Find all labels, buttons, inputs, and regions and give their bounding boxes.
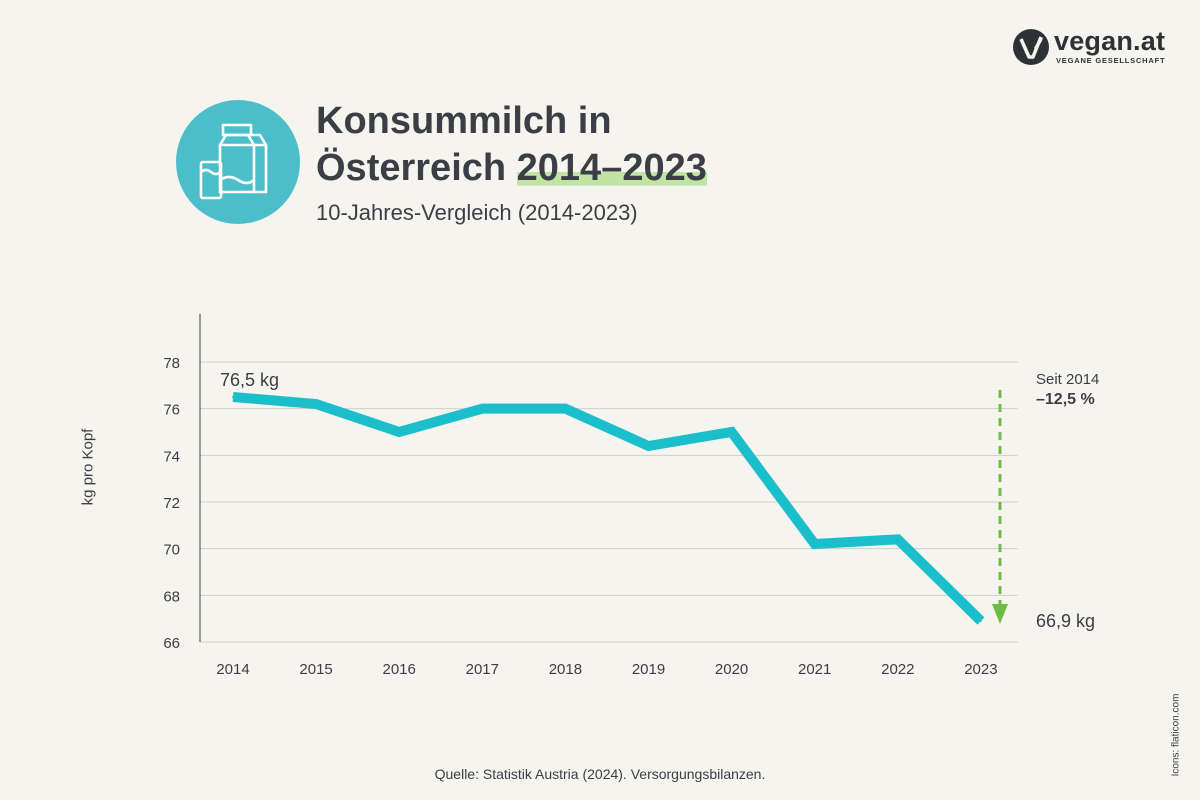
y-tick-label: 66 — [163, 635, 180, 652]
data-point — [730, 431, 733, 433]
end-value-label: 66,9 kg — [1036, 611, 1095, 631]
data-point — [564, 407, 567, 410]
x-tick-label: 2020 — [715, 661, 748, 678]
decline-arrow-icon — [992, 390, 1008, 624]
y-tick-label: 72 — [163, 495, 180, 512]
x-tick-label: 2014 — [216, 661, 249, 678]
x-tick-label: 2015 — [299, 661, 332, 678]
page-title: Konsummilch in Österreich 2014–2023 — [316, 98, 707, 192]
y-tick-label: 68 — [163, 588, 180, 605]
brand-logo: vegan.at VEGANE GESELLSCHAFT — [1012, 26, 1182, 72]
x-tick-label: 2017 — [466, 661, 499, 678]
title-line-1: Konsummilch in — [316, 100, 612, 142]
x-tick-label: 2016 — [383, 661, 416, 678]
data-point — [647, 445, 650, 447]
page-subtitle: 10-Jahres-Vergleich (2014-2023) — [316, 200, 638, 225]
x-tick-label: 2023 — [964, 661, 997, 678]
x-tick-label: 2019 — [632, 661, 665, 678]
brand-tagline: VEGANE GESELLSCHAFT — [1056, 56, 1166, 65]
y-tick-label: 76 — [163, 402, 180, 419]
y-tick-label: 70 — [163, 542, 180, 559]
series-line — [232, 392, 985, 625]
data-point — [813, 543, 816, 545]
icon-credit: Icons: flaticon.com — [1170, 693, 1182, 777]
data-point — [232, 396, 234, 398]
milk-carton-glass-icon — [176, 100, 300, 224]
y-tick-label: 74 — [163, 448, 180, 465]
data-point — [315, 403, 318, 405]
title-highlight: 2014–2023 — [516, 147, 707, 189]
vegan-logo-icon — [1013, 29, 1049, 65]
data-point — [896, 538, 899, 541]
data-point — [398, 431, 401, 433]
source-note: Quelle: Statistik Austria (2024). Versor… — [434, 766, 766, 782]
annotations: 76,5 kg 66,9 kg Seit 2014 –12,5 % — [220, 370, 1099, 631]
title-prefix: Österreich — [316, 147, 517, 189]
change-caption: Seit 2014 — [1036, 371, 1099, 388]
x-tick-label: 2021 — [798, 661, 831, 678]
y-tick-label: 78 — [163, 355, 180, 372]
start-value-label: 76,5 kg — [220, 370, 279, 390]
brand-name: vegan.at — [1054, 26, 1166, 56]
series-group — [232, 392, 985, 625]
data-point — [481, 407, 484, 410]
change-value: –12,5 % — [1036, 391, 1095, 408]
arrow-head — [992, 604, 1008, 624]
data-point — [979, 620, 982, 622]
title-line-2: Österreich 2014–2023 — [316, 145, 707, 192]
x-tick-label: 2018 — [549, 661, 582, 678]
x-tick-labels: 2014 2015 2016 2017 2018 2019 2020 2021 2022 2023 — [216, 661, 997, 678]
y-tick-labels: 66 68 70 72 74 76 78 — [163, 355, 180, 652]
x-tick-label: 2022 — [881, 661, 914, 678]
